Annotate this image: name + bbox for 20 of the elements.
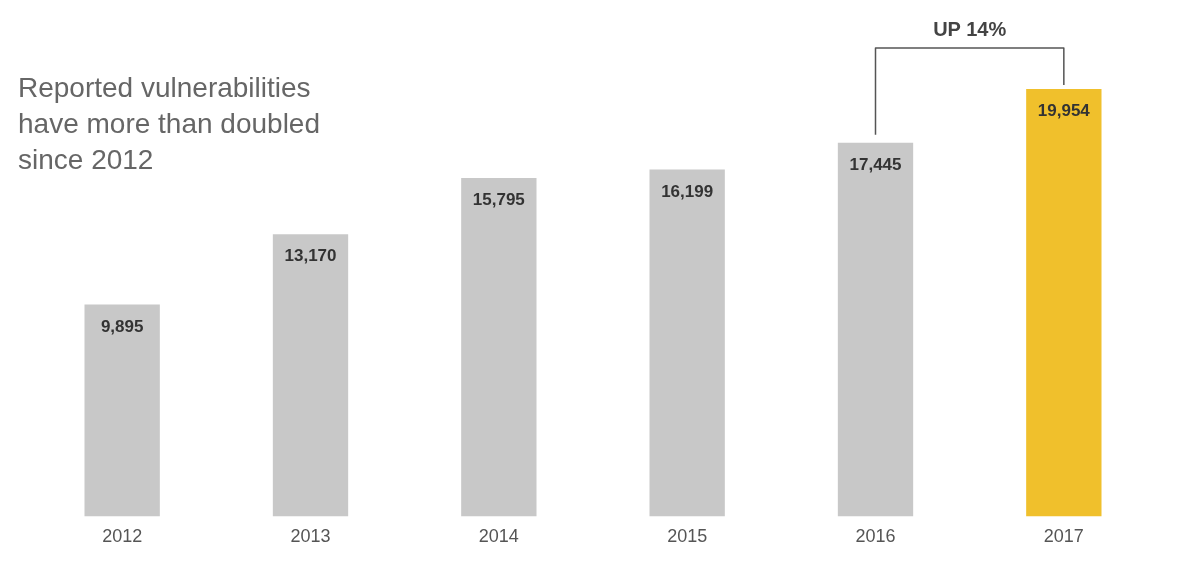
x-tick-label: 2014 bbox=[478, 526, 519, 547]
x-tick-label: 2016 bbox=[855, 526, 896, 547]
bar bbox=[649, 169, 725, 517]
x-tick-label: 2015 bbox=[667, 526, 708, 547]
x-tick-label: 2017 bbox=[1043, 526, 1084, 547]
bar bbox=[272, 234, 349, 517]
data-label: 9,895 bbox=[100, 316, 144, 336]
bar bbox=[1026, 88, 1102, 517]
bar bbox=[461, 178, 537, 517]
bar bbox=[84, 304, 160, 517]
data-label: 13,170 bbox=[284, 246, 337, 266]
x-tick-label: 2013 bbox=[290, 526, 331, 547]
data-label: 19,954 bbox=[1037, 101, 1091, 121]
x-tick-label: 2012 bbox=[102, 526, 143, 547]
text: Reported vulnerabilities have more than doubled since 2012 bbox=[18, 71, 321, 177]
text: UP 14% bbox=[933, 17, 1007, 40]
data-label: 17,445 bbox=[849, 154, 902, 174]
bar bbox=[837, 142, 914, 517]
data-label: 15,795 bbox=[472, 190, 525, 210]
data-label: 16,199 bbox=[661, 181, 714, 201]
